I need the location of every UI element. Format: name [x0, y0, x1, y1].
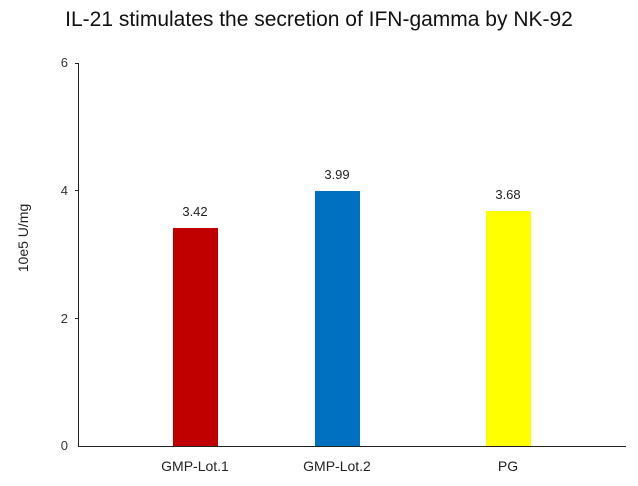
value-label: 3.42	[182, 203, 208, 219]
bar-gmp-lot-2	[315, 191, 360, 446]
y-tick	[75, 190, 79, 191]
bar-gmp-lot-1	[173, 227, 218, 446]
x-axis	[78, 446, 626, 447]
y-tick-label: 4	[60, 183, 68, 198]
y-axis-label: 10e5 U/mg	[15, 203, 31, 273]
bar-pg	[486, 211, 531, 446]
y-axis	[78, 63, 79, 446]
x-tick-label: GMP-Lot.2	[303, 458, 371, 474]
chart-title: IL-21 stimulates the secretion of IFN-ga…	[65, 8, 573, 31]
y-tick-label: 6	[60, 55, 68, 70]
value-label: 3.68	[495, 187, 521, 203]
x-tick-label: PG	[497, 458, 519, 474]
y-tick-label: 2	[60, 311, 68, 326]
y-tick-label: 0	[60, 438, 68, 453]
x-tick-label: GMP-Lot.1	[161, 458, 229, 474]
value-label: 3.99	[324, 167, 350, 183]
y-tick	[75, 318, 79, 319]
y-tick	[75, 63, 79, 64]
